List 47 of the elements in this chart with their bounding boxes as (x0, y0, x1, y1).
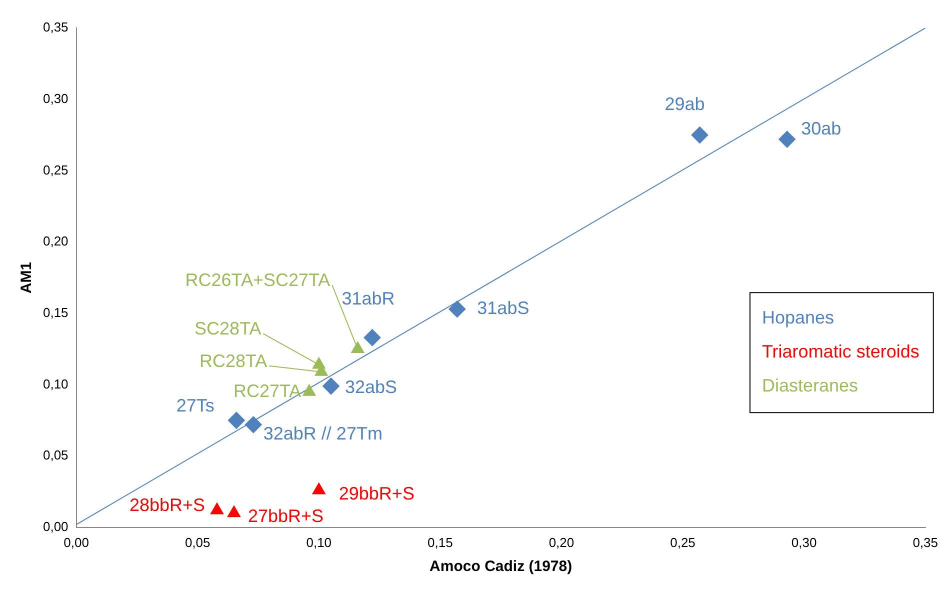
point (364, 329, 381, 346)
annotation: SC28TA (194, 318, 262, 339)
point (778, 130, 796, 148)
point (228, 412, 245, 429)
point (691, 126, 708, 144)
annotation: 31abS (477, 298, 530, 318)
y-tick-label: 0,05 (42, 448, 68, 463)
x-tick-label: 0,25 (670, 534, 696, 550)
y-tick-label: 0,15 (42, 304, 68, 320)
point (210, 502, 224, 514)
annotation: 27Ts (176, 395, 214, 416)
text: Triaromatic steroids (762, 342, 920, 362)
text: Diasteranes (762, 376, 858, 396)
annotation: 32abR // 27Tm (263, 424, 382, 444)
point (322, 378, 340, 395)
annotation: 27bbR+S (248, 506, 324, 526)
x-tick-label: 0,00 (64, 534, 89, 550)
y-tick-label: 0,35 (42, 20, 68, 35)
x-tick-label: 0,05 (184, 534, 210, 550)
y-tick-label: 0,25 (42, 162, 68, 178)
x-axis-title: Amoco Cadiz (1978) (430, 558, 572, 576)
point (448, 300, 466, 318)
annotation: 28bbR+S (129, 495, 205, 516)
annotation: RC28TA (199, 350, 268, 371)
annotation: 30ab (801, 118, 842, 138)
y-tick-label: 0,10 (42, 376, 68, 392)
y-tick-label: 0,30 (42, 90, 68, 106)
point (227, 506, 241, 518)
annotation: 31abR (342, 288, 395, 309)
x-tick-label: 0,15 (428, 534, 453, 550)
point (312, 482, 326, 494)
annotation: 29bbR+S (338, 483, 414, 504)
x-tick-label: 0,30 (791, 534, 817, 550)
x-tick-label: 0,35 (912, 534, 938, 550)
x-tick-label: 0,20 (548, 534, 574, 550)
annotation: RC27TA (233, 380, 302, 401)
annotation: 32abS (345, 377, 398, 398)
point (351, 342, 364, 354)
annotation: RC26TA+SC27TA (185, 270, 330, 290)
y-tick-label: 0,00 (42, 518, 68, 534)
point (244, 416, 262, 434)
y-axis-title: AM1 (18, 262, 36, 294)
annotation: 29ab (664, 94, 705, 114)
x-tick-label: 0,10 (306, 534, 332, 550)
point (302, 384, 316, 396)
text: Hopanes (762, 308, 834, 328)
y-tick-label: 0,20 (42, 234, 68, 249)
